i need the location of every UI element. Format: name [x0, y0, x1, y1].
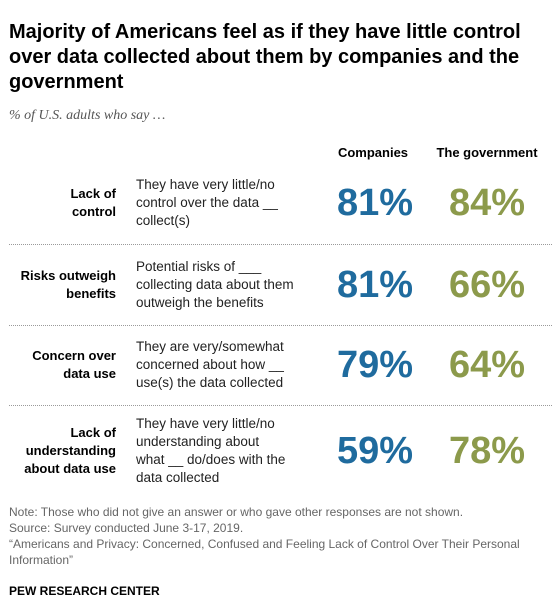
- government-value: 84%: [448, 182, 526, 224]
- row-description: They are very/somewhat concerned about ho…: [136, 338, 321, 392]
- row-label-line: Lack of: [70, 425, 116, 440]
- column-header-government: The government: [436, 145, 538, 160]
- row-description-line: what __ do/does with the: [136, 452, 286, 467]
- row-label: Risks outweigh benefits: [0, 267, 116, 303]
- row-description-line: data collected: [136, 470, 220, 485]
- pew-research-center-logo: PEW RESEARCH CENTER: [9, 584, 160, 598]
- source-text: Source: Survey conducted June 3-17, 2019…: [9, 521, 244, 535]
- row-label: Lack of understanding about data use: [0, 424, 116, 478]
- government-value: 64%: [448, 344, 526, 386]
- row-description-line: control over the data __: [136, 195, 278, 210]
- row-label-line: Risks outweigh: [20, 267, 116, 283]
- row-divider: [9, 405, 552, 406]
- row-description-line: They have very little/no: [136, 177, 275, 192]
- companies-value: 59%: [336, 430, 414, 472]
- row-label-line: understanding: [25, 443, 116, 458]
- row-description-line: outweigh the benefits: [136, 294, 264, 310]
- companies-value: 79%: [336, 344, 414, 386]
- government-value: 78%: [448, 430, 526, 472]
- row-label-line: about data use: [24, 461, 116, 476]
- companies-value: 81%: [336, 182, 414, 224]
- row-label: Concern over data use: [0, 347, 116, 383]
- row-description-line: They have very little/no: [136, 416, 275, 431]
- row-description: Potential risks of ___ collecting data ab…: [136, 258, 321, 312]
- row-label-line: data use: [63, 366, 116, 381]
- row-description-line: collecting data about them: [136, 276, 294, 292]
- row-label-line: Concern over: [32, 348, 116, 363]
- row-label-line: benefits: [66, 285, 116, 301]
- row-description: They have very little/no control over the…: [136, 176, 321, 230]
- government-value: 66%: [448, 263, 526, 306]
- chart-subtitle: % of U.S. adults who say …: [9, 108, 166, 123]
- row-description-line: collect(s): [136, 213, 191, 228]
- row-label: Lack of control: [0, 185, 116, 221]
- companies-value: 81%: [336, 263, 414, 306]
- notes: Note: Those who did not give an answer o…: [9, 504, 554, 568]
- row-description-line: They are very/somewhat: [136, 339, 284, 354]
- column-header-companies: Companies: [337, 145, 409, 160]
- row-description-line: use(s) the data collected: [136, 375, 284, 390]
- report-title-text: “Americans and Privacy: Concerned, Confu…: [9, 537, 520, 567]
- row-description: They have very little/no understanding ab…: [136, 415, 321, 487]
- note-text: Note: Those who did not give an answer o…: [9, 505, 464, 519]
- row-label-line: control: [71, 204, 116, 219]
- row-label-line: Lack of: [70, 186, 116, 201]
- chart-title: Majority of Americans feel as if they ha…: [9, 21, 521, 93]
- row-divider: [9, 244, 552, 245]
- row-description-line: Potential risks of ___: [136, 258, 262, 274]
- row-divider: [9, 325, 552, 326]
- row-description-line: understanding about: [136, 434, 260, 449]
- row-description-line: concerned about how __: [136, 357, 284, 372]
